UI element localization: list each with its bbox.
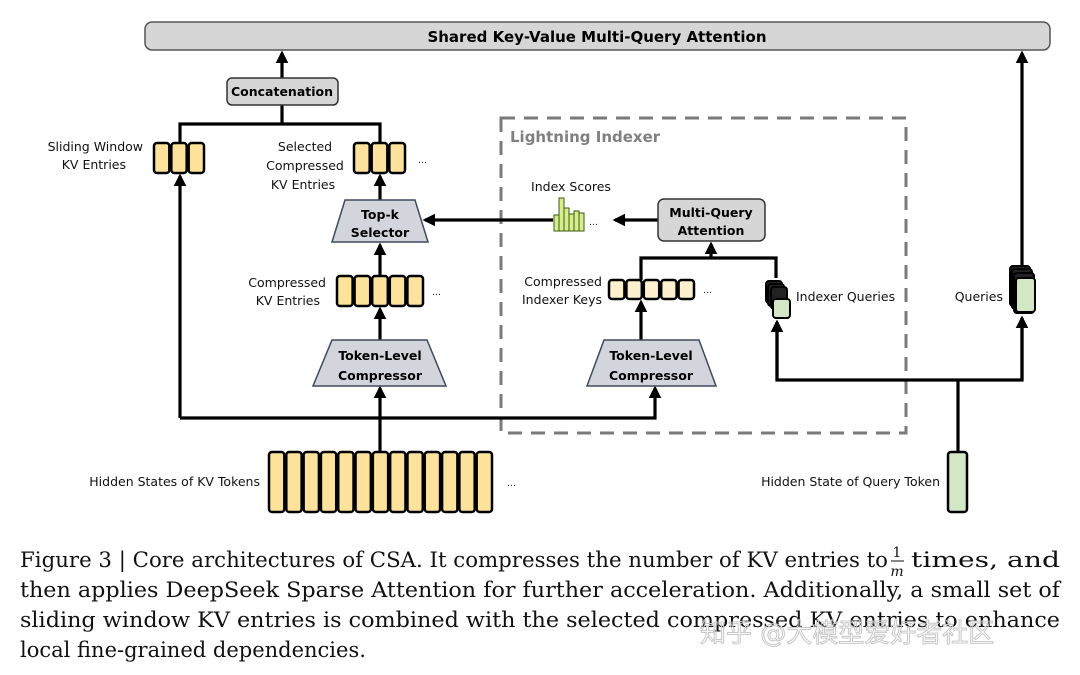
compressed-kv-label-2: KV Entries bbox=[256, 293, 320, 308]
selected-compressed-kv-entries bbox=[352, 141, 407, 175]
selected-compressed-kv-entries-cell bbox=[352, 141, 371, 175]
compressor-left-label-1: Token-Level bbox=[338, 348, 421, 363]
line-query-split bbox=[775, 318, 1024, 382]
index-scores-histogram-icon bbox=[553, 197, 585, 232]
hidden-states-kv-tokens-cell bbox=[371, 450, 390, 514]
compressed-kv-ellipsis: … bbox=[432, 288, 441, 298]
compressed-kv-entries-cell bbox=[353, 274, 372, 308]
hidden-states-kv-tokens-cell bbox=[319, 450, 338, 514]
caption-frac-den: m bbox=[890, 564, 903, 580]
compressed-kv-entries-cell bbox=[406, 274, 425, 308]
arrow-hidden-to-indexer-compressor bbox=[180, 385, 662, 420]
multi-query-attention-box bbox=[657, 198, 766, 242]
hidden-query-token-cell bbox=[946, 450, 969, 514]
hidden-states-kv-tokens-cell bbox=[267, 450, 286, 514]
compressed-indexer-keys-cell bbox=[642, 278, 661, 301]
hidden-states-kv-tokens-cell bbox=[458, 450, 476, 514]
indexer-queries-stack-icon bbox=[765, 280, 791, 319]
concatenation-label: Concatenation bbox=[231, 84, 333, 99]
topk-label-2: Selector bbox=[351, 225, 410, 240]
compressed-indexer-keys-cell bbox=[625, 278, 644, 301]
token-level-compressor-left bbox=[311, 339, 448, 387]
queries-stack-icon bbox=[1009, 265, 1036, 314]
caption-frac-num: 1 bbox=[893, 545, 902, 561]
line-keys-queries-join bbox=[639, 256, 778, 280]
lightning-indexer-region bbox=[499, 116, 908, 435]
indexer-keys-ellipsis: … bbox=[703, 286, 712, 296]
compressor-left-label-2: Compressor bbox=[338, 368, 423, 383]
compressed-kv-label-1: Compressed bbox=[248, 275, 326, 290]
topk-selector-shape bbox=[330, 199, 430, 243]
caption-line-4: local fine-grained dependencies. bbox=[20, 638, 366, 662]
sliding-window-kv-entries-cell bbox=[152, 141, 171, 175]
hidden-states-kv-tokens-cell bbox=[302, 450, 321, 514]
hidden-states-kv-tokens-cell bbox=[406, 450, 425, 514]
mqa-label-2: Attention bbox=[678, 223, 745, 238]
selected-compressed-kv-entries-cell bbox=[370, 141, 389, 175]
compressed-kv-entries-cell bbox=[335, 274, 354, 308]
selected-ellipsis: … bbox=[418, 156, 427, 166]
compressor-right-label-2: Compressor bbox=[609, 368, 694, 383]
compressed-kv-entries-cell bbox=[388, 274, 407, 308]
compressed-kv-entries-cell bbox=[370, 274, 390, 308]
hidden-states-kv-tokens-cell bbox=[440, 450, 459, 514]
indexer-keys-label-2: Indexer Keys bbox=[522, 292, 602, 307]
lightning-indexer-label: Lightning Indexer bbox=[510, 128, 661, 146]
shared-kv-mqa-box bbox=[144, 21, 1051, 51]
selected-label-1: Selected bbox=[278, 139, 332, 154]
line-entries-to-concat bbox=[178, 122, 382, 143]
sliding-window-kv-entries-cell bbox=[170, 141, 188, 175]
hidden-kv-ellipsis: … bbox=[507, 479, 516, 489]
sliding-window-kv-entries bbox=[152, 141, 206, 175]
hidden-query-label: Hidden State of Query Token bbox=[761, 474, 940, 489]
selected-label-2: Compressed bbox=[266, 158, 344, 173]
hidden-states-kv-tokens-cell bbox=[285, 450, 303, 514]
hidden-states-kv-tokens-cell bbox=[354, 450, 373, 514]
caption-line-1a: Figure 3 | Core architectures of CSA. It… bbox=[20, 548, 888, 573]
compressed-indexer-keys-cell bbox=[659, 278, 678, 301]
selected-label-3: KV Entries bbox=[271, 177, 335, 192]
connectors bbox=[173, 50, 1029, 452]
hidden-states-kv-tokens bbox=[267, 450, 494, 514]
mqa-label-1: Multi-Query bbox=[669, 205, 752, 220]
index-scores-ellipsis: … bbox=[589, 218, 598, 228]
indexer-keys-label-1: Compressed bbox=[524, 274, 602, 289]
caption-line-3: sliding window KV entries is combined wi… bbox=[20, 608, 1060, 632]
hidden-kv-label: Hidden States of KV Tokens bbox=[89, 474, 260, 489]
token-level-compressor-right bbox=[585, 339, 718, 387]
compressor-right-label-1: Token-Level bbox=[609, 348, 692, 363]
compressed-indexer-keys-cell bbox=[677, 278, 696, 301]
watermark: 知乎 @大模型爱好者社区 bbox=[700, 619, 994, 649]
hidden-states-kv-tokens-cell bbox=[336, 450, 355, 514]
compressed-kv-entries bbox=[335, 274, 425, 308]
indexer-queries-label: Indexer Queries bbox=[796, 289, 895, 304]
hidden-states-kv-tokens-cell bbox=[475, 450, 494, 514]
topk-label-1: Top-k bbox=[361, 207, 400, 222]
compressed-indexer-keys-cell bbox=[607, 278, 626, 301]
compressed-indexer-keys bbox=[607, 278, 696, 301]
index-scores-label: Index Scores bbox=[531, 179, 611, 194]
hidden-states-kv-tokens-cell bbox=[423, 450, 442, 514]
caption-line-2: then applies DeepSeek Sparse Attention f… bbox=[20, 578, 1062, 602]
queries-label: Queries bbox=[955, 289, 1003, 304]
selected-compressed-kv-entries-cell bbox=[388, 141, 407, 175]
sliding-window-label-1: Sliding Window bbox=[48, 139, 143, 154]
hidden-states-kv-tokens-cell bbox=[388, 450, 407, 514]
caption-line-1b: times, and bbox=[911, 548, 1060, 572]
sliding-window-label-2: KV Entries bbox=[62, 157, 126, 172]
sliding-window-kv-entries-cell bbox=[187, 141, 206, 175]
concatenation-box bbox=[226, 77, 339, 106]
shared-kv-mqa-label: Shared Key-Value Multi-Query Attention bbox=[427, 28, 766, 46]
